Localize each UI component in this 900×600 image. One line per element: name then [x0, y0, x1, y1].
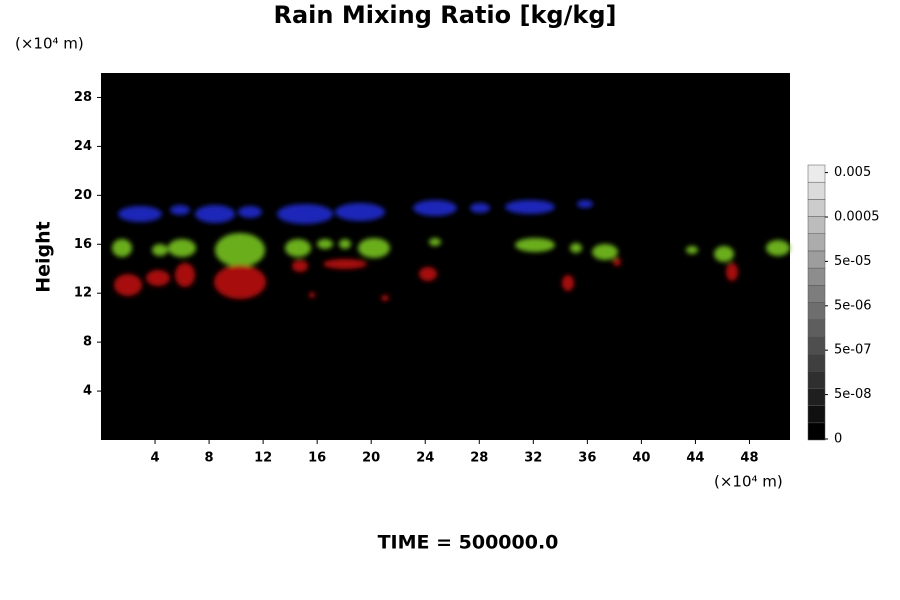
colorbar-label: 5e-05 [834, 254, 872, 269]
y-tick-label: 4 [83, 384, 92, 399]
colorbar-box [807, 267, 826, 286]
y-tick-label: 12 [74, 286, 92, 301]
x-tick-label: 20 [362, 451, 380, 466]
colorbar-box [807, 319, 826, 338]
x-tick-label: 44 [686, 451, 704, 466]
x-tick-label: 8 [205, 451, 214, 466]
plot-area [101, 73, 790, 440]
x-tick-label: 40 [632, 451, 650, 466]
y-tick-label: 24 [74, 139, 92, 154]
x-tick-label: 12 [254, 451, 272, 466]
colorbar-box [807, 199, 826, 217]
colorbar-label: 0.005 [834, 165, 871, 180]
colorbar-box [807, 405, 826, 424]
x-tick-label: 4 [151, 451, 160, 466]
x-tick-label: 16 [308, 451, 326, 466]
colorbar-box [807, 336, 826, 355]
colorbar-box [807, 181, 826, 200]
field [112, 200, 790, 301]
colorbar-label: 0.0005 [834, 209, 880, 224]
x-tick-label: 24 [416, 451, 434, 466]
colorbar-label: 5e-08 [834, 387, 872, 402]
x-unit: (×10⁴ m) [714, 473, 783, 491]
colorbar-label: 0 [834, 432, 842, 447]
colorbar-box [807, 233, 826, 252]
colorbar-box [807, 371, 826, 389]
colorbar-box [807, 388, 826, 406]
y-unit: (×10⁴ m) [15, 35, 84, 53]
y-tick-label: 20 [74, 188, 92, 203]
colorbar-box [807, 164, 826, 183]
colorbar-box [807, 285, 826, 303]
colorbar: 0 5e-08 5e-07 5e-06 5e-05 0.0005 0.005 [807, 164, 880, 447]
x-tick-label: 32 [524, 451, 542, 466]
colorbar-label: 5e-06 [834, 298, 872, 313]
y-tick-label: 28 [74, 90, 92, 105]
y-axis-label: Height [33, 221, 55, 293]
time-label: TIME = 500000.0 [378, 532, 559, 554]
colorbar-label: 5e-07 [834, 343, 872, 358]
colorbar-box [807, 422, 826, 441]
colorbar-box [807, 353, 826, 372]
colorbar-box [807, 216, 826, 234]
y-tick-label: 16 [74, 237, 92, 252]
colorbar-box [807, 302, 826, 320]
y-tick-label: 8 [83, 335, 92, 350]
x-tick-label: 48 [740, 451, 758, 466]
chart-title: Rain Mixing Ratio [kg/kg] [274, 1, 617, 29]
colorbar-box [807, 250, 826, 269]
x-tick-label: 28 [470, 451, 488, 466]
x-tick-label: 36 [578, 451, 596, 466]
